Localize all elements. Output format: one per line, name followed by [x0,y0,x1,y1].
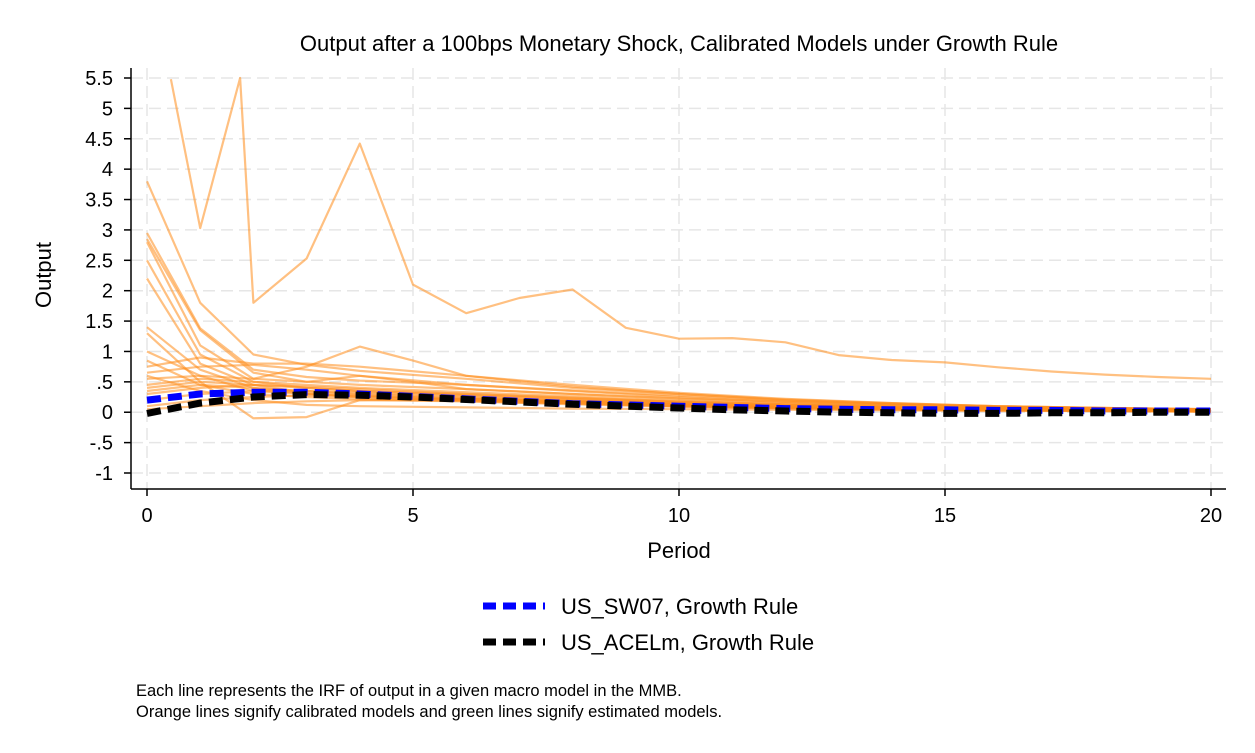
x-axis-title: Period [647,538,711,563]
y-tick-label: 5.5 [85,68,113,90]
y-tick-label: 2.5 [85,250,113,272]
y-axis-title: Output [31,242,56,308]
x-tick-label: 15 [934,505,956,527]
y-tick-label: 1.5 [85,311,113,333]
x-tick-label: 5 [407,505,418,527]
x-tick-label: 0 [141,505,152,527]
tick-labels: -1 -.5 0 .5 1 1.5 2 2.5 3 3.5 4 4.5 5 5.5 0 5 10 15 20 [85,68,1222,527]
y-tick-label: -1 [95,463,113,485]
y-tick-label: 1 [102,341,113,363]
y-tick-label: -.5 [90,433,113,455]
legend-label: US_SW07, Growth Rule [561,594,798,619]
y-tick-label: 3 [102,220,113,242]
x-tick-label: 20 [1200,505,1222,527]
footnote-line-1: Each line represents the IRF of output i… [136,682,682,700]
legend-label: US_ACELm, Growth Rule [561,630,814,655]
y-tick-label: 0 [102,402,113,424]
y-tick-label: 4 [102,159,113,181]
y-tick-label: 4.5 [85,129,113,151]
y-tick-label: 3.5 [85,190,113,212]
gridlines [131,68,1226,489]
highlight-series-group [146,388,1211,417]
calibrated-series-line [146,356,1212,411]
footnote-line-2: Orange lines signify calibrated models a… [136,703,722,721]
series-line-us-acelm [146,391,1211,417]
y-tick-label: 2 [102,281,113,303]
y-tick-label: 5 [102,98,113,120]
x-tick-label: 10 [668,505,690,527]
y-tick-label: .5 [96,372,113,394]
legend: US_SW07, Growth Rule US_ACELm, Growth Rul… [483,594,814,655]
calibrated-series-line [169,76,1212,380]
chart-title: Output after a 100bps Monetary Shock, Ca… [300,31,1058,56]
